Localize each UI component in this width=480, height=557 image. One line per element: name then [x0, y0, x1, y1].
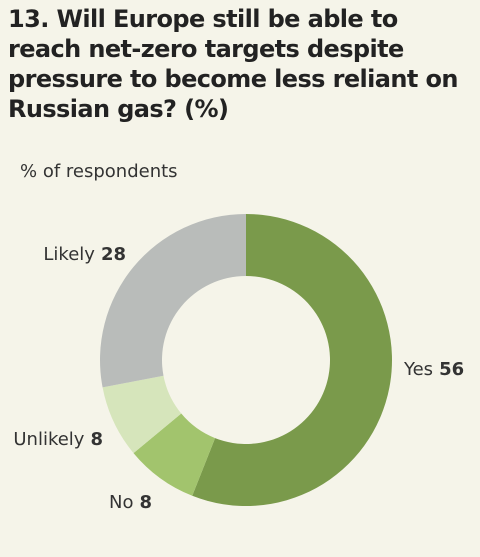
slice-category: No	[109, 492, 133, 513]
slice-category: Yes	[403, 359, 433, 380]
donut-slice	[102, 375, 182, 454]
slice-label: No 8	[109, 492, 152, 513]
slice-label: Unlikely 8	[13, 429, 103, 450]
chart-title: 13. Will Europe still be able to reach n…	[8, 5, 458, 123]
slice-category: Unlikely	[13, 429, 84, 450]
slice-label: Likely 28	[43, 244, 126, 265]
donut-slice	[99, 214, 246, 388]
slice-value: 28	[101, 244, 126, 265]
donut-slice	[133, 413, 216, 496]
slice-value: 8	[90, 429, 103, 450]
donut-slice	[192, 214, 392, 507]
slice-value: 56	[439, 359, 464, 380]
chart-subtitle: % of respondents	[20, 161, 178, 182]
slice-value: 8	[139, 492, 152, 513]
slice-label: Yes 56	[403, 359, 464, 380]
slice-category: Likely	[43, 244, 95, 265]
